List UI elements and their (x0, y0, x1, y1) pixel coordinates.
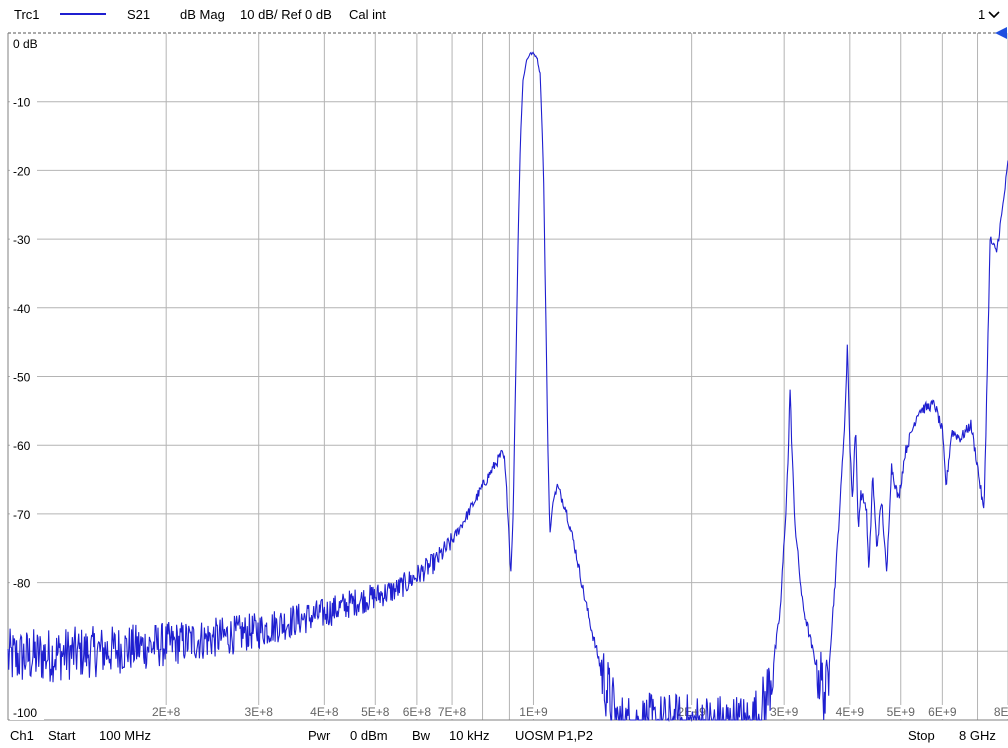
power-label: Pwr (308, 728, 331, 743)
y-label-bg (10, 232, 37, 248)
trace-layer (7, 51, 1008, 723)
x-tick-label: 4E+9 (836, 705, 865, 719)
x-label-bg (150, 705, 183, 719)
cal-mode[interactable]: UOSM P1,P2 (515, 728, 594, 743)
cal-status[interactable]: Cal int (349, 7, 386, 22)
power-value[interactable]: 0 dBm (350, 728, 388, 743)
axis-labels: 0 dB -10 -20 -30 -40 -50 -60 -70 -80 -100 2E+8 3E+8… (10, 36, 1008, 720)
x-tick-label: 3E+8 (245, 705, 274, 719)
y-label-bg (10, 36, 44, 51)
y-tick-label: -40 (13, 302, 31, 316)
x-label-bg (359, 705, 392, 719)
y-tick-label: -10 (13, 96, 31, 110)
x-label-bg (992, 705, 1008, 719)
x-tick-label: 2E+8 (152, 705, 181, 719)
y-tick-label: -20 (13, 164, 31, 178)
y-label-bg (10, 369, 37, 385)
trace-name[interactable]: Trc1 (14, 7, 40, 22)
x-tick-label: 6E+9 (928, 705, 957, 719)
start-label: Start (48, 728, 76, 743)
start-value[interactable]: 100 MHz (99, 728, 152, 743)
trace-header: Trc1 S21 dB Mag 10 dB/ Ref 0 dB Cal int … (0, 0, 1008, 28)
x-tick-label: 1E+9 (519, 705, 548, 719)
y-tick-label: -80 (13, 577, 31, 591)
trace-format[interactable]: dB Mag (180, 7, 225, 22)
x-label-bg (400, 705, 433, 719)
y-label-bg (10, 575, 37, 591)
stop-value[interactable]: 8 GHz (959, 728, 996, 743)
x-label-bg (308, 705, 341, 719)
y-tick-label: -50 (13, 371, 31, 385)
channel-footer: Ch1 Start 100 MHz Pwr 0 dBm Bw 10 kHz UO… (0, 722, 1008, 748)
x-label-bg (768, 705, 801, 719)
window-number[interactable]: 1 (978, 7, 986, 22)
trace-scale[interactable]: 10 dB/ Ref 0 dB (240, 7, 332, 22)
x-tick-label: 5E+8 (361, 705, 390, 719)
grid (7, 32, 1008, 721)
x-tick-label: 4E+8 (310, 705, 339, 719)
bandwidth-value[interactable]: 10 kHz (449, 728, 490, 743)
y-tick-label: -60 (13, 439, 31, 453)
x-label-bg (833, 705, 866, 719)
x-tick-label: 6E+8 (403, 705, 432, 719)
y-label-bg (10, 163, 37, 179)
y-label-bg (10, 94, 37, 110)
y-tick-label: -30 (13, 233, 31, 247)
reference-marker (995, 27, 1007, 39)
y-label-bg (10, 300, 37, 316)
markers (995, 27, 1007, 39)
y-label-bg (10, 705, 44, 720)
trace-parameter[interactable]: S21 (127, 7, 151, 22)
bandwidth-label: Bw (412, 728, 431, 743)
y-tick-label: 0 dB (13, 37, 38, 51)
y-tick-label: -70 (13, 508, 31, 522)
x-label-bg (884, 705, 917, 719)
x-tick-label: 7E+8 (438, 705, 467, 719)
x-tick-label: 5E+9 (887, 705, 916, 719)
stop-label: Stop (908, 728, 935, 743)
trace-line (7, 51, 1008, 723)
trace-color-swatch (60, 13, 106, 15)
y-tick-label: -100 (13, 706, 37, 720)
y-label-bg (10, 506, 37, 522)
x-label-bg (517, 705, 550, 719)
channel-label[interactable]: Ch1 (10, 728, 34, 743)
x-label-bg (242, 705, 275, 719)
x-tick-label: 3E+9 (770, 705, 799, 719)
y-label-bg (10, 438, 37, 454)
x-label-bg (926, 705, 959, 719)
x-label-bg (436, 705, 469, 719)
x-tick-label: 8E+9 (994, 705, 1008, 719)
chevron-down-icon[interactable] (988, 11, 1000, 19)
